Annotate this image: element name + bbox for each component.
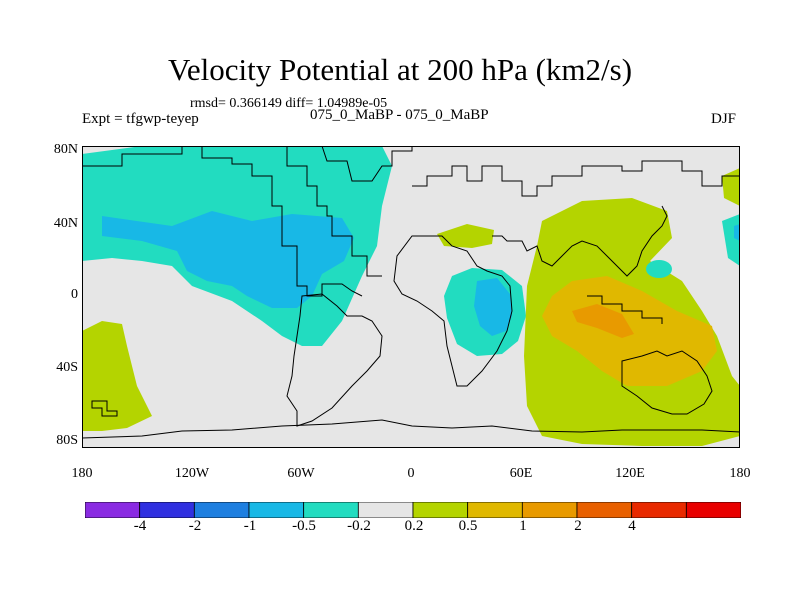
colorbar-label-5: -0.2: [347, 518, 371, 534]
coastline-indonesia: [587, 295, 663, 324]
coastline-eurasia: [412, 160, 740, 197]
colorbar-swatch-10: [576, 502, 633, 518]
coastline-pacific-islands: [91, 400, 118, 417]
colorbar-swatch-2: [139, 502, 195, 518]
contour-neg-0.2-small: [646, 260, 672, 278]
contour-neg-0.5-right-edge: [734, 224, 740, 241]
contour-pos-1-core: [572, 304, 634, 338]
contour-neg-0.5-africa: [474, 278, 512, 336]
colorbar: [85, 502, 741, 518]
lat-label-80s: 80S: [56, 433, 78, 448]
lat-label-40s: 40S: [56, 360, 78, 375]
colorbar-label-8: 1: [519, 518, 527, 534]
lon-label-60e: 60E: [509, 466, 533, 481]
lon-label-180w: 180: [71, 466, 93, 481]
coastline-south-asia: [492, 205, 668, 277]
coastline-north-america-east: [272, 146, 382, 277]
coastline-greenland: [302, 146, 413, 182]
lon-label-180e: 180: [729, 466, 751, 481]
season-label: DJF: [711, 111, 737, 127]
colorbar-swatch-3: [193, 502, 250, 518]
coastline-south-america: [286, 293, 383, 427]
colorbar-swatch-1: [85, 502, 141, 518]
contour-pos-0.2-arabian: [437, 224, 494, 248]
colorbar-swatch-6: [357, 502, 414, 518]
colorbar-swatch-9: [521, 502, 578, 518]
lon-label-120w: 120W: [174, 466, 210, 481]
colorbar-swatch-12: [685, 502, 741, 518]
colorbar-label-9: 2: [574, 518, 582, 534]
colorbar-label-1: -4: [133, 518, 147, 534]
colorbar-swatch-11: [631, 502, 687, 518]
contour-pos-0.2-northeast: [722, 168, 740, 206]
lat-label-80n: 80N: [53, 142, 78, 157]
case-label: 075_0_MaBP - 075_0_MaBP: [310, 107, 489, 123]
lon-label-120e: 120E: [615, 466, 645, 481]
lon-label-0: 0: [407, 466, 415, 481]
contour-pos-0.2-west-pacific: [82, 321, 152, 431]
colorbar-swatch-7: [412, 502, 469, 518]
map-border: [82, 146, 740, 448]
coastline-africa: [393, 235, 513, 387]
coastline-australia: [621, 350, 713, 415]
colorbar-label-7: 0.5: [458, 518, 478, 534]
lat-label-40n: 40N: [53, 216, 78, 231]
colorbar-label-4: -0.5: [292, 518, 316, 534]
experiment-label: Expt = tfgwp-teyep: [82, 111, 199, 127]
velocity-potential-map: [82, 146, 740, 448]
colorbar-label-2: -2: [188, 518, 202, 534]
lat-label-eq: 0: [71, 287, 78, 302]
colorbar-swatch-8: [467, 502, 523, 518]
colorbar-label-3: -1: [243, 518, 257, 534]
colorbar-swatch-4: [248, 502, 305, 518]
colorbar-label-10: 4: [628, 518, 636, 534]
colorbar-label-6: 0.2: [404, 518, 424, 534]
stats-label: rmsd= 0.366149 diff= 1.04989e-05: [190, 96, 388, 111]
coastlines: [82, 146, 740, 439]
colorbar-swatch-5: [303, 502, 359, 518]
lon-label-60w: 60W: [287, 466, 315, 481]
contour-neg-0.5-west: [102, 211, 354, 308]
page-title: Velocity Potential at 200 hPa (km2/s): [167, 52, 633, 87]
coastline-antarctica: [82, 419, 740, 439]
coastline-north-america: [82, 146, 363, 297]
